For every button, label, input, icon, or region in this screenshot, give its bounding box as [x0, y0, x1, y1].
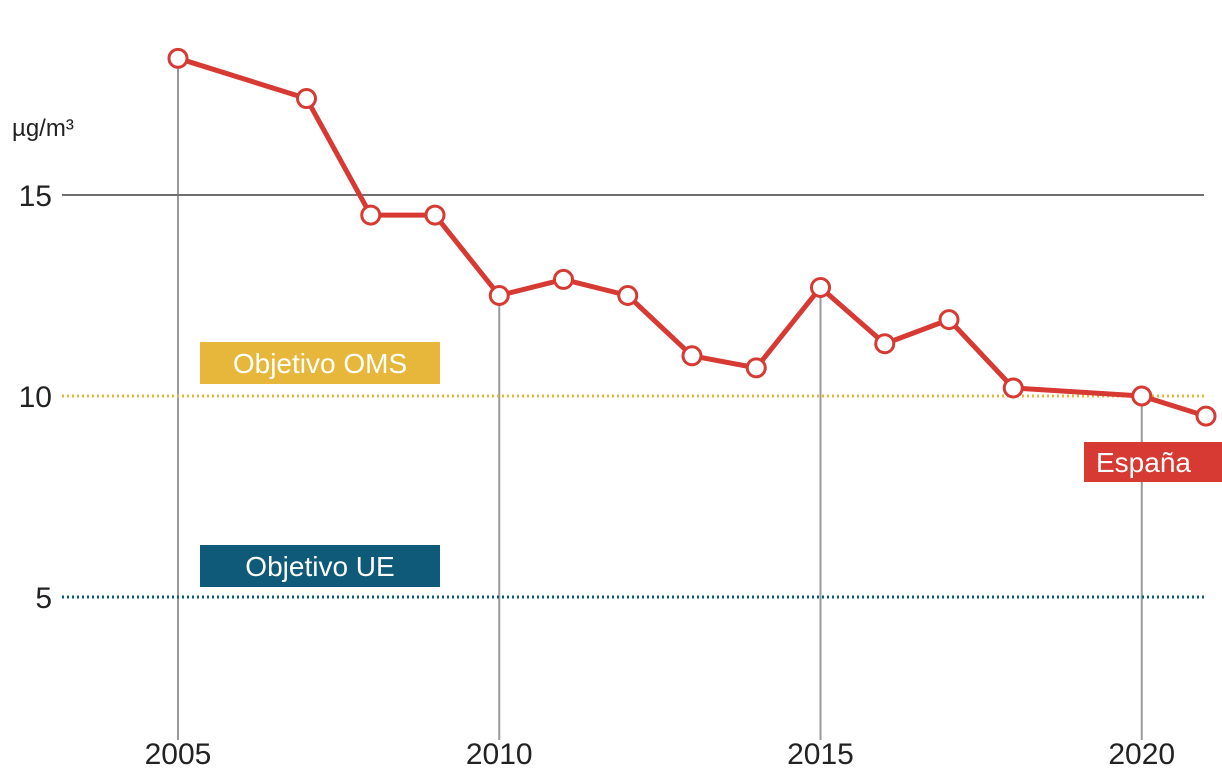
series-label-badge	[1084, 442, 1222, 482]
x-tick-label-2005: 2005	[145, 738, 212, 771]
x-tick-label-2020: 2020	[1108, 738, 1175, 771]
data-point-2009	[424, 204, 446, 226]
reference-badge-0	[200, 342, 440, 384]
data-point-2012	[617, 285, 639, 306]
data-point-2013	[681, 345, 703, 367]
data-point-2007	[296, 88, 317, 110]
reference-badge-label-1: Objetivo UE	[245, 551, 394, 582]
data-point-2017	[938, 309, 960, 331]
y-tick-label-15: 15	[19, 180, 52, 213]
data-point-2005	[167, 47, 189, 69]
data-point-2010	[488, 285, 510, 306]
data-point-2020	[1131, 385, 1153, 407]
y-tick-label-5: 5	[35, 582, 52, 615]
reference-badge-label-0: Objetivo OMS	[233, 348, 407, 379]
data-point-2018	[1002, 377, 1024, 399]
x-tick-label-2010: 2010	[466, 738, 533, 771]
data-point-2015	[810, 276, 831, 298]
data-point-2008	[360, 204, 382, 226]
y-unit-label: µg/m³	[12, 115, 74, 142]
x-tick-label-2015: 2015	[787, 738, 854, 771]
reference-badge-1	[200, 545, 440, 587]
data-point-2016	[874, 333, 896, 355]
y-tick-label-10: 10	[19, 381, 52, 414]
data-point-2021	[1195, 405, 1217, 427]
series-label-text: España	[1096, 447, 1191, 478]
data-point-2014	[745, 357, 767, 379]
data-point-2011	[553, 268, 574, 290]
